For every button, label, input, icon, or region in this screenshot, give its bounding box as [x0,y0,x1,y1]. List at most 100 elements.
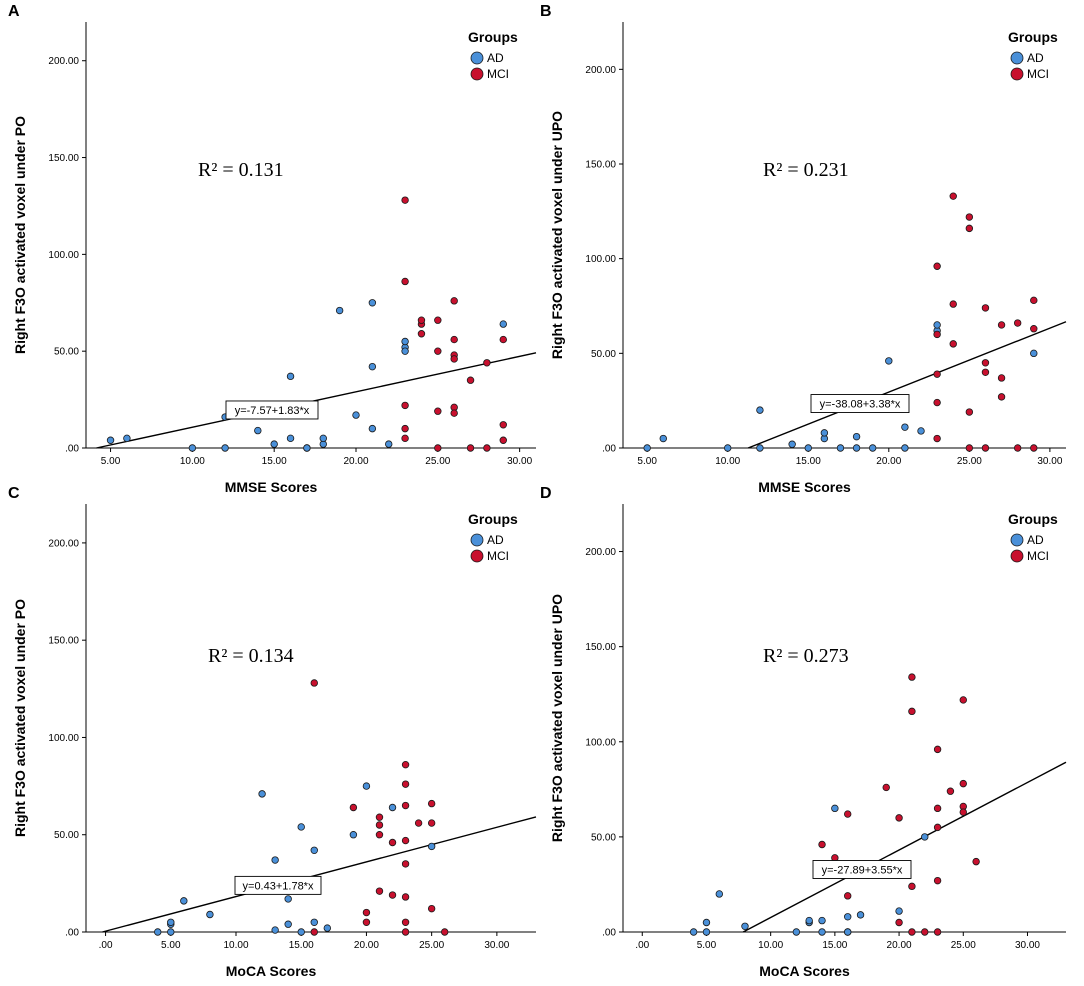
data-point-ad [258,790,266,798]
panel-a: A .00 50.00 100.00 150.00 200.00 5.00 10.00 15.0… [8,3,537,495]
data-point-ad [368,299,377,307]
data-point-mci [972,857,980,866]
data-point-mci [450,335,458,344]
legend-title: Groups [468,29,518,45]
regression-line [102,816,537,933]
data-point-ad [741,922,749,930]
data-point-mci [427,799,436,808]
y-tick-label: 100.00 [48,250,79,261]
legend-marker-mci [470,549,484,563]
y-tick-label: 50.00 [54,347,79,358]
y-tick-label: 200.00 [48,56,79,67]
x-tick-label: .00 [635,940,649,951]
legend-label-mci: MCI [487,549,509,563]
x-tick-label: 10.00 [715,456,740,467]
data-point-mci [450,355,458,363]
y-tick-label: 50.00 [591,349,616,360]
data-point-ad [271,926,279,934]
data-point-ad [715,890,724,898]
data-point-mci [933,876,942,885]
data-point-mci [388,891,397,899]
x-tick-label: 25.00 [951,940,976,951]
data-point-mci [844,810,852,818]
panel-letter: A [8,3,20,20]
data-point-ad [901,444,909,452]
data-point-mci [417,330,426,338]
data-point-ad [724,444,732,452]
x-tick-label: 15.00 [262,456,287,467]
data-point-mci [981,368,990,376]
data-point-mci [933,928,942,936]
data-point-ad [106,436,115,444]
data-point-ad [180,897,188,905]
x-tick-label: 15.00 [796,456,821,467]
equation-box [234,875,322,895]
data-point-ad [844,928,852,936]
data-point-mci [1030,444,1038,452]
legend-marker-mci [1010,67,1024,81]
x-tick-label: 25.00 [419,940,444,951]
data-point-mci [933,823,942,832]
data-point-mci [401,893,410,901]
data-point-ad [805,916,813,925]
x-tick-label: 20.00 [876,456,901,467]
data-point-ad [188,444,197,452]
data-point-mci [981,304,990,312]
legend-title: Groups [468,511,518,527]
data-point-mci [401,277,409,286]
equation-label: y=-7.57+1.83*x [225,400,319,420]
data-point-ad [868,444,877,452]
data-point-mci [882,783,890,792]
data-point-ad [659,434,667,443]
legend: Groups AD MCI [468,511,518,563]
x-tick-label: 10.00 [223,940,248,951]
data-point-mci [434,444,442,452]
data-point-mci [818,840,826,849]
equation-text: y=-7.57+1.83*x [235,405,310,417]
data-point-mci [933,370,941,378]
data-point-ad [401,347,409,355]
data-point-mci [1030,296,1038,305]
data-point-ad [702,918,711,927]
data-point-mci [466,444,475,452]
equation-box [810,394,910,413]
data-point-ad [270,440,278,448]
data-point-mci [401,860,410,868]
data-point-mci [959,808,967,816]
r-squared-label: R² = 0.134 [208,645,294,667]
x-tick-label: 5.00 [697,940,717,951]
y-tick-label: .00 [65,928,79,939]
data-point-ad [385,440,393,448]
data-point-mci [401,424,409,433]
data-point-ad [831,804,839,813]
panel-letter: C [8,485,20,502]
data-point-ad [756,406,764,414]
equation-label: y=-27.89+3.55*x [812,860,912,879]
y-tick-label: 200.00 [48,538,79,549]
data-point-ad [123,434,131,443]
data-point-mci [981,359,990,367]
data-point-ad [401,337,409,346]
equation-label: y=0.43+1.78*x [234,875,322,895]
data-point-mci [401,836,410,845]
data-point-ad [271,856,279,864]
data-point-ad [388,803,397,812]
regression-line [96,352,537,449]
data-point-mci [401,196,409,204]
legend-label-ad: AD [1027,533,1044,547]
legend-marker-ad [1010,51,1024,65]
panel-c: C .00 50.00 100.00 150.00 200.00 .00 5.00 10.00 1… [8,485,537,979]
data-point-mci [949,192,957,200]
data-point-mci [981,444,990,452]
legend: Groups AD MCI [1008,511,1058,563]
data-point-ad [349,831,358,839]
x-tick-label: 25.00 [425,456,450,467]
data-point-ad [221,444,229,452]
data-point-ad [319,434,327,443]
data-point-ad [167,918,175,926]
y-tick-label: 150.00 [585,642,616,653]
data-point-mci [375,813,384,821]
equation-box [225,400,319,420]
data-point-ad [254,426,262,435]
x-tick-label: 5.00 [161,940,181,951]
